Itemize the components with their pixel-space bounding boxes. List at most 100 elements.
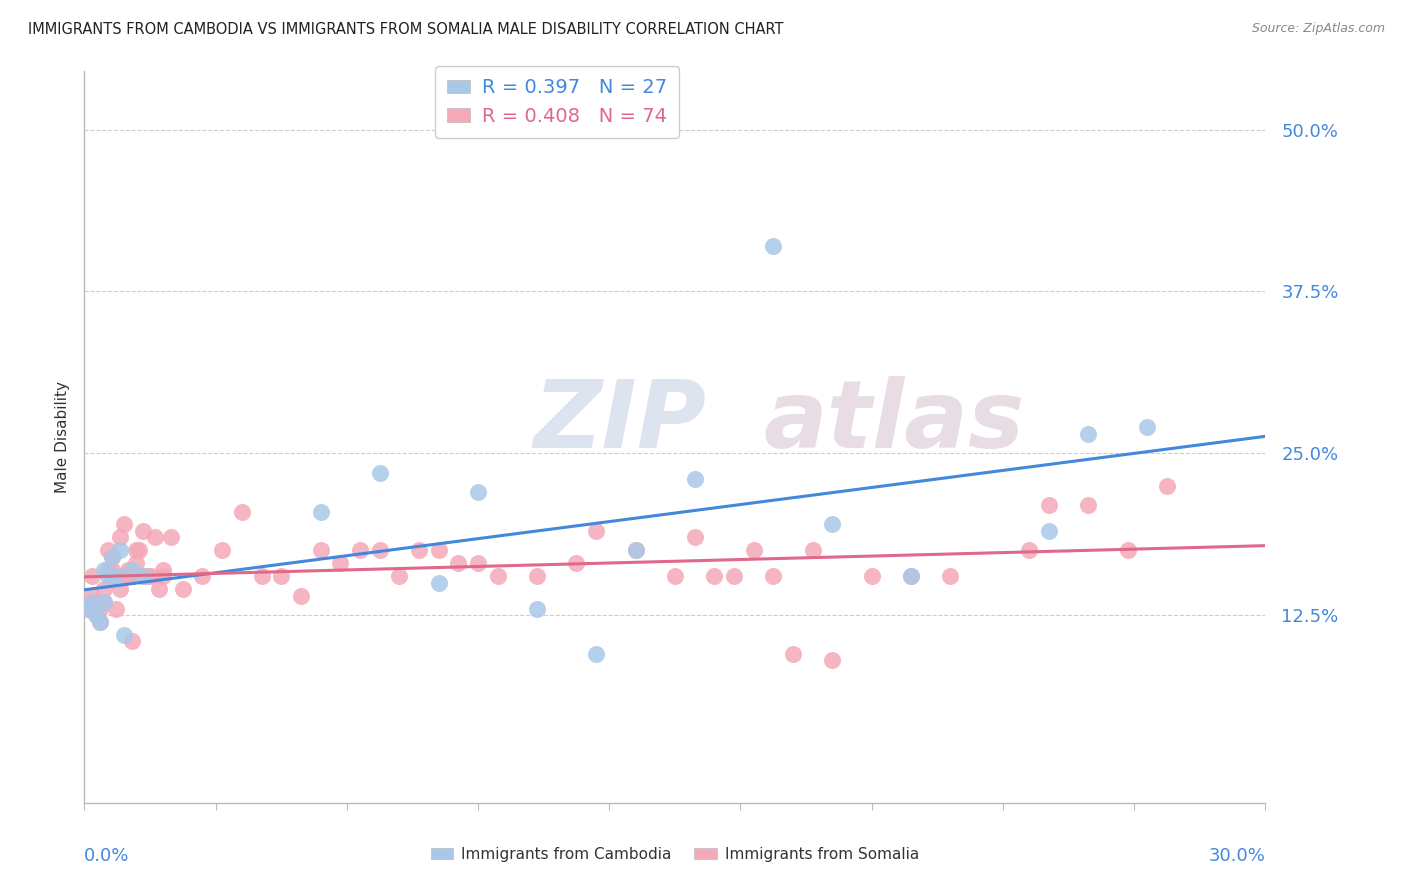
Point [231, 504, 253, 518]
Text: atlas: atlas [763, 376, 1025, 468]
Point [104, 601, 127, 615]
Point [82, 589, 104, 603]
Point [112, 627, 135, 641]
Point [742, 543, 765, 558]
Point [89, 615, 111, 629]
Point [82, 595, 104, 609]
Point [124, 543, 146, 558]
Point [108, 582, 131, 597]
Point [121, 634, 143, 648]
Point [93, 595, 115, 609]
Point [121, 563, 143, 577]
Point [585, 647, 607, 661]
Point [84, 595, 107, 609]
Point [101, 569, 124, 583]
Point [427, 543, 450, 558]
Point [117, 563, 139, 577]
Point [112, 569, 135, 583]
Point [762, 239, 785, 253]
Point [388, 569, 411, 583]
Point [101, 549, 124, 564]
Text: IMMIGRANTS FROM CAMBODIA VS IMMIGRANTS FROM SOMALIA MALE DISABILITY CORRELATION : IMMIGRANTS FROM CAMBODIA VS IMMIGRANTS F… [28, 22, 783, 37]
Text: 0.0%: 0.0% [84, 847, 129, 864]
Point [329, 557, 352, 571]
Point [1018, 543, 1040, 558]
Point [526, 569, 548, 583]
Point [486, 569, 509, 583]
Point [309, 543, 332, 558]
Text: ZIP: ZIP [533, 376, 706, 468]
Point [900, 569, 922, 583]
Point [467, 557, 489, 571]
Point [1156, 478, 1178, 492]
Point [309, 504, 332, 518]
Point [270, 569, 292, 583]
Point [93, 582, 115, 597]
Point [132, 524, 155, 538]
Point [1077, 426, 1099, 441]
Point [77, 601, 100, 615]
Point [132, 569, 155, 583]
Point [97, 563, 120, 577]
Point [141, 569, 163, 583]
Point [89, 601, 111, 615]
Point [1136, 420, 1159, 434]
Point [124, 557, 146, 571]
Point [250, 569, 273, 583]
Text: Source: ZipAtlas.com: Source: ZipAtlas.com [1251, 22, 1385, 36]
Point [1038, 524, 1060, 538]
Point [117, 569, 139, 583]
Point [136, 569, 159, 583]
Point [427, 575, 450, 590]
Point [723, 569, 745, 583]
Point [121, 569, 143, 583]
Point [97, 543, 120, 558]
Point [101, 549, 124, 564]
Point [97, 569, 120, 583]
Point [526, 601, 548, 615]
Point [467, 485, 489, 500]
Point [84, 608, 107, 623]
Point [683, 472, 706, 486]
Point [821, 653, 844, 667]
Point [84, 608, 107, 623]
Point [108, 530, 131, 544]
Point [801, 543, 824, 558]
Point [939, 569, 962, 583]
Point [82, 569, 104, 583]
Point [703, 569, 725, 583]
Point [93, 563, 115, 577]
Point [1038, 498, 1060, 512]
Point [290, 589, 312, 603]
Point [148, 582, 170, 597]
Point [624, 543, 647, 558]
Point [683, 530, 706, 544]
Point [104, 569, 127, 583]
Point [368, 466, 391, 480]
Point [447, 557, 470, 571]
Point [349, 543, 371, 558]
Point [900, 569, 922, 583]
Point [132, 569, 155, 583]
Point [368, 543, 391, 558]
Point [821, 517, 844, 532]
Point [89, 615, 111, 629]
Point [152, 569, 174, 583]
Point [624, 543, 647, 558]
Legend: Immigrants from Cambodia, Immigrants from Somalia: Immigrants from Cambodia, Immigrants fro… [425, 841, 925, 868]
Point [191, 569, 214, 583]
Point [93, 595, 115, 609]
Point [101, 563, 124, 577]
Point [108, 543, 131, 558]
Y-axis label: Male Disability: Male Disability [55, 381, 70, 493]
Point [762, 569, 785, 583]
Point [160, 530, 183, 544]
Point [211, 543, 233, 558]
Point [860, 569, 883, 583]
Text: 30.0%: 30.0% [1209, 847, 1265, 864]
Point [77, 601, 100, 615]
Point [104, 569, 127, 583]
Point [585, 524, 607, 538]
Point [408, 543, 430, 558]
Point [664, 569, 686, 583]
